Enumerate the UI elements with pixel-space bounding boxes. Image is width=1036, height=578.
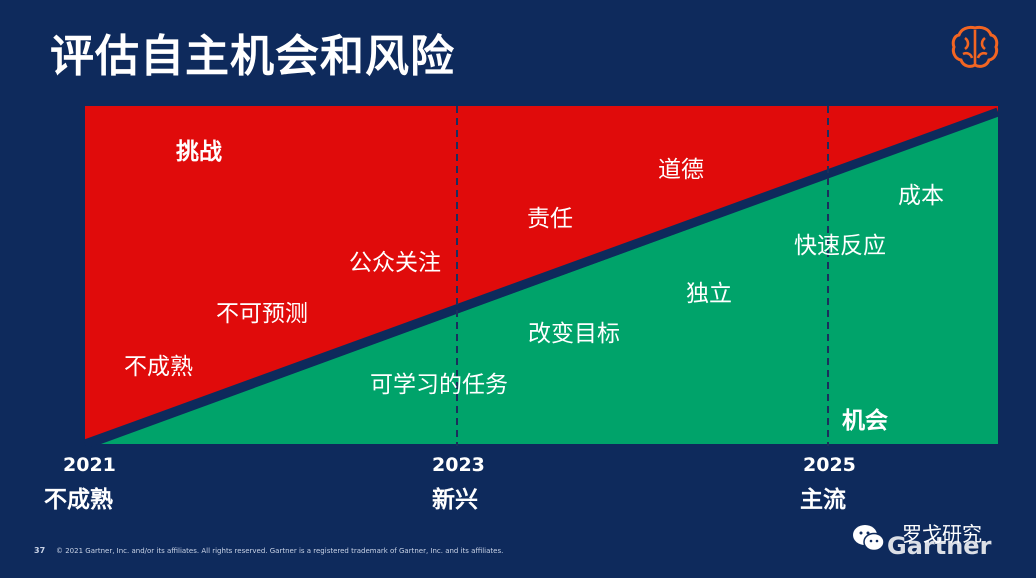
risk-item: 不可预测 — [216, 301, 308, 327]
opportunity-item: 可学习的任务 — [370, 372, 508, 398]
copyright-text: © 2021 Gartner, Inc. and/or its affiliat… — [56, 547, 504, 555]
watermark-text: 罗戈研究 — [902, 522, 982, 546]
risk-item: 责任 — [527, 206, 573, 232]
risk-item: 不成熟 — [124, 354, 193, 380]
timeline-stage-2021: 不成熟 — [44, 487, 113, 513]
brain-icon — [951, 25, 999, 68]
timeline-year-2021: 2021 — [63, 454, 116, 476]
timeline-stage-2023: 新兴 — [432, 487, 478, 513]
page-title: 评估自主机会和风险 — [50, 31, 455, 82]
opportunity-item: 成本 — [898, 183, 944, 209]
opportunity-item: 快速反应 — [794, 233, 886, 259]
challenge-label: 挑战 — [176, 139, 222, 165]
page-number: 37 — [34, 546, 46, 555]
gartner-logo: Gartner — [887, 532, 992, 560]
opportunity-item: 改变目标 — [528, 321, 620, 347]
wechat-icon — [853, 525, 885, 552]
opportunity-label: 机会 — [842, 408, 888, 434]
risk-item: 公众关注 — [349, 250, 441, 276]
opportunity-item: 独立 — [686, 281, 732, 307]
timeline-year-2023: 2023 — [432, 454, 485, 476]
divider-line — [83, 107, 1000, 449]
timeline-year-2025: 2025 — [803, 454, 856, 476]
timeline-stage-2025: 主流 — [800, 487, 846, 513]
risk-item: 道德 — [658, 157, 704, 183]
